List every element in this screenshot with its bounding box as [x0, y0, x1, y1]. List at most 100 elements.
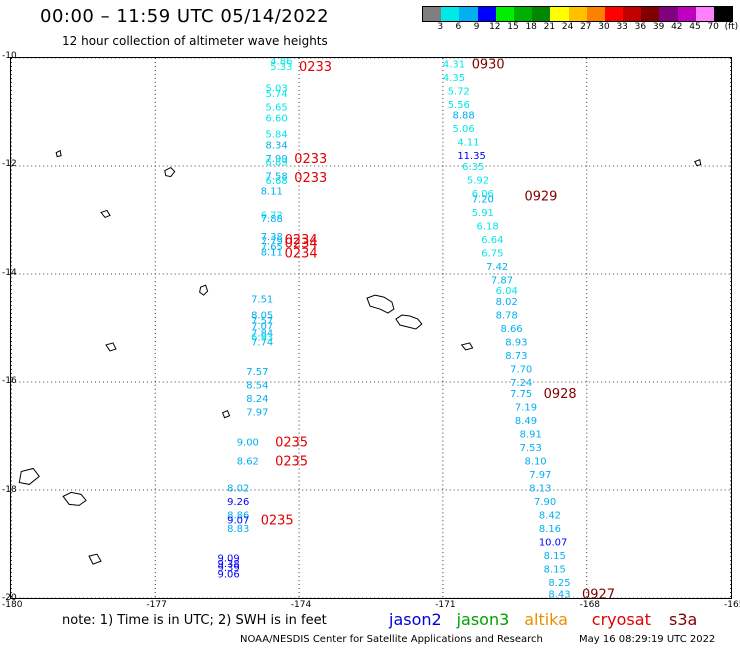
- wave-height-value: 6.35: [462, 162, 484, 173]
- map-note: note: 1) Time is in UTC; 2) SWH is in fe…: [62, 613, 327, 628]
- latitude-label: -16: [2, 376, 17, 387]
- pass-time-label: 0234: [285, 233, 318, 248]
- wave-height-value: 7.20: [472, 194, 494, 205]
- colorbar-swatch: [477, 7, 496, 21]
- wave-height-value: 7.57: [251, 316, 273, 327]
- pass-time-label: 0929: [524, 190, 557, 205]
- island-outline: [105, 342, 117, 352]
- wave-height-value: 8.15: [544, 564, 566, 575]
- swh-colorbar: [422, 6, 734, 22]
- longitude-label: -174: [290, 600, 312, 610]
- fiji-outline: [62, 491, 87, 506]
- colorbar-label: (ft): [724, 22, 739, 32]
- satellite-legend-cryosat: cryosat: [591, 610, 651, 629]
- wave-height-value: 8.11: [261, 186, 283, 197]
- wave-height-value: 7.87: [491, 275, 513, 286]
- wave-height-value: 5.06: [453, 124, 475, 135]
- wave-height-value: 8.93: [505, 337, 527, 348]
- wave-height-value: 4.86: [270, 57, 292, 68]
- fiji-outline: [18, 467, 40, 485]
- wave-height-value: 7.90: [534, 497, 556, 508]
- island-outline: [164, 166, 176, 178]
- footer-timestamp: May 16 08:29:19 UTC 2022: [579, 634, 716, 645]
- wave-height-value: 4.31: [443, 59, 465, 70]
- colorbar-swatch: [532, 7, 551, 21]
- wave-height-value: 9.09: [218, 553, 240, 564]
- wave-height-value: 9.39: [218, 563, 240, 574]
- wave-height-value: 8.02: [227, 483, 249, 494]
- wave-height-value: 7.97: [246, 408, 268, 419]
- wave-height-value: 7.19: [515, 402, 537, 413]
- colorbar-swatch: [568, 7, 587, 21]
- wave-height-value: 7.58: [265, 172, 287, 183]
- wave-height-value: 8.78: [496, 310, 518, 321]
- island-outline: [460, 342, 474, 351]
- colorbar-label: 21: [543, 22, 556, 32]
- colorbar-swatch: [550, 7, 569, 21]
- map-grid: [11, 58, 731, 598]
- colorbar-label: 15: [507, 22, 519, 32]
- island-outline: [100, 209, 111, 219]
- wave-height-value: 5.33: [270, 62, 292, 73]
- wave-height-value: 8.49: [515, 416, 537, 427]
- pass-time-label: 0927: [582, 588, 615, 599]
- wave-height-value: 7.24: [510, 378, 532, 389]
- wave-height-value: 5.84: [265, 130, 287, 141]
- longitude-label: -177: [146, 600, 167, 610]
- wave-height-value: 8.15: [544, 551, 566, 562]
- colorbar-swatch: [641, 7, 660, 21]
- latitude-label: -18: [2, 484, 17, 495]
- longitude-label: -180: [2, 600, 23, 610]
- colorbar-swatch: [623, 7, 642, 21]
- colorbar-labels: 3 6 9 12 15 18 21 24 27 30 33 36 39 42 45 70 (ft): [422, 22, 740, 34]
- wave-height-value: 9.07: [227, 516, 249, 527]
- colorbar-swatch: [513, 7, 533, 21]
- wave-height-value: 8.66: [500, 324, 522, 335]
- colorbar-label: 18: [525, 22, 537, 32]
- wave-height-value: 8.34: [265, 140, 287, 151]
- latitude-label: -12: [2, 159, 17, 170]
- wave-height-value: 7.70: [510, 364, 532, 375]
- wave-height-value: 7.42: [486, 262, 508, 273]
- wave-height-value: 6.72: [261, 211, 283, 222]
- wave-height-value: 7.99: [265, 154, 287, 165]
- island-outline: [694, 158, 702, 167]
- wave-height-value: 8.11: [261, 247, 283, 258]
- colorbar-swatch: [441, 7, 460, 21]
- colorbar-swatch: [604, 7, 624, 21]
- island-outline: [55, 149, 62, 158]
- footer-credit: NOAA/NESDIS Center for Satellite Applica…: [240, 634, 543, 645]
- longitude-label: -165: [724, 600, 740, 610]
- wave-height-value: 7.53: [520, 443, 542, 454]
- wave-height-value: 8.88: [453, 111, 475, 122]
- wave-height-value: 5.91: [472, 208, 494, 219]
- wave-height-value: 7.75: [510, 389, 532, 400]
- colorbar-label: 30: [598, 22, 610, 32]
- wave-height-value: 8.13: [529, 483, 551, 494]
- colorbar-swatch: [586, 7, 605, 21]
- wave-height-value: 6.04: [496, 286, 518, 297]
- island-outline: [199, 284, 209, 296]
- wave-height-value: 8.83: [227, 524, 249, 535]
- wave-height-value: 8.05: [251, 310, 273, 321]
- altimeter-map: 4.865.33 5.035.74 5.656.60 5.848.34 7.996.89…: [10, 57, 732, 599]
- wave-height-value: 5.74: [265, 89, 287, 100]
- wave-height-value: 8.42: [539, 510, 561, 521]
- wave-height-value: 7.57: [246, 367, 268, 378]
- colorbar-label: 27: [580, 22, 592, 32]
- latitude-label: -20: [2, 593, 17, 603]
- longitude-label: -171: [435, 600, 456, 610]
- latitude-label: -14: [2, 267, 17, 278]
- colorbar-label: 36: [634, 22, 647, 32]
- pass-time-label: 0235: [261, 514, 294, 529]
- colorbar-label: 6: [455, 22, 462, 32]
- wave-height-value: 8.16: [539, 524, 561, 535]
- wave-height-value: 7.07: [251, 321, 273, 332]
- wave-height-value: 7.38: [261, 232, 283, 243]
- colorbar-label: 3: [437, 22, 444, 32]
- pass-time-label: 0930: [472, 57, 505, 72]
- island-outlines: [18, 149, 702, 565]
- wave-height-value: 5.03: [265, 84, 287, 95]
- wave-height-value: 8.73: [505, 351, 527, 362]
